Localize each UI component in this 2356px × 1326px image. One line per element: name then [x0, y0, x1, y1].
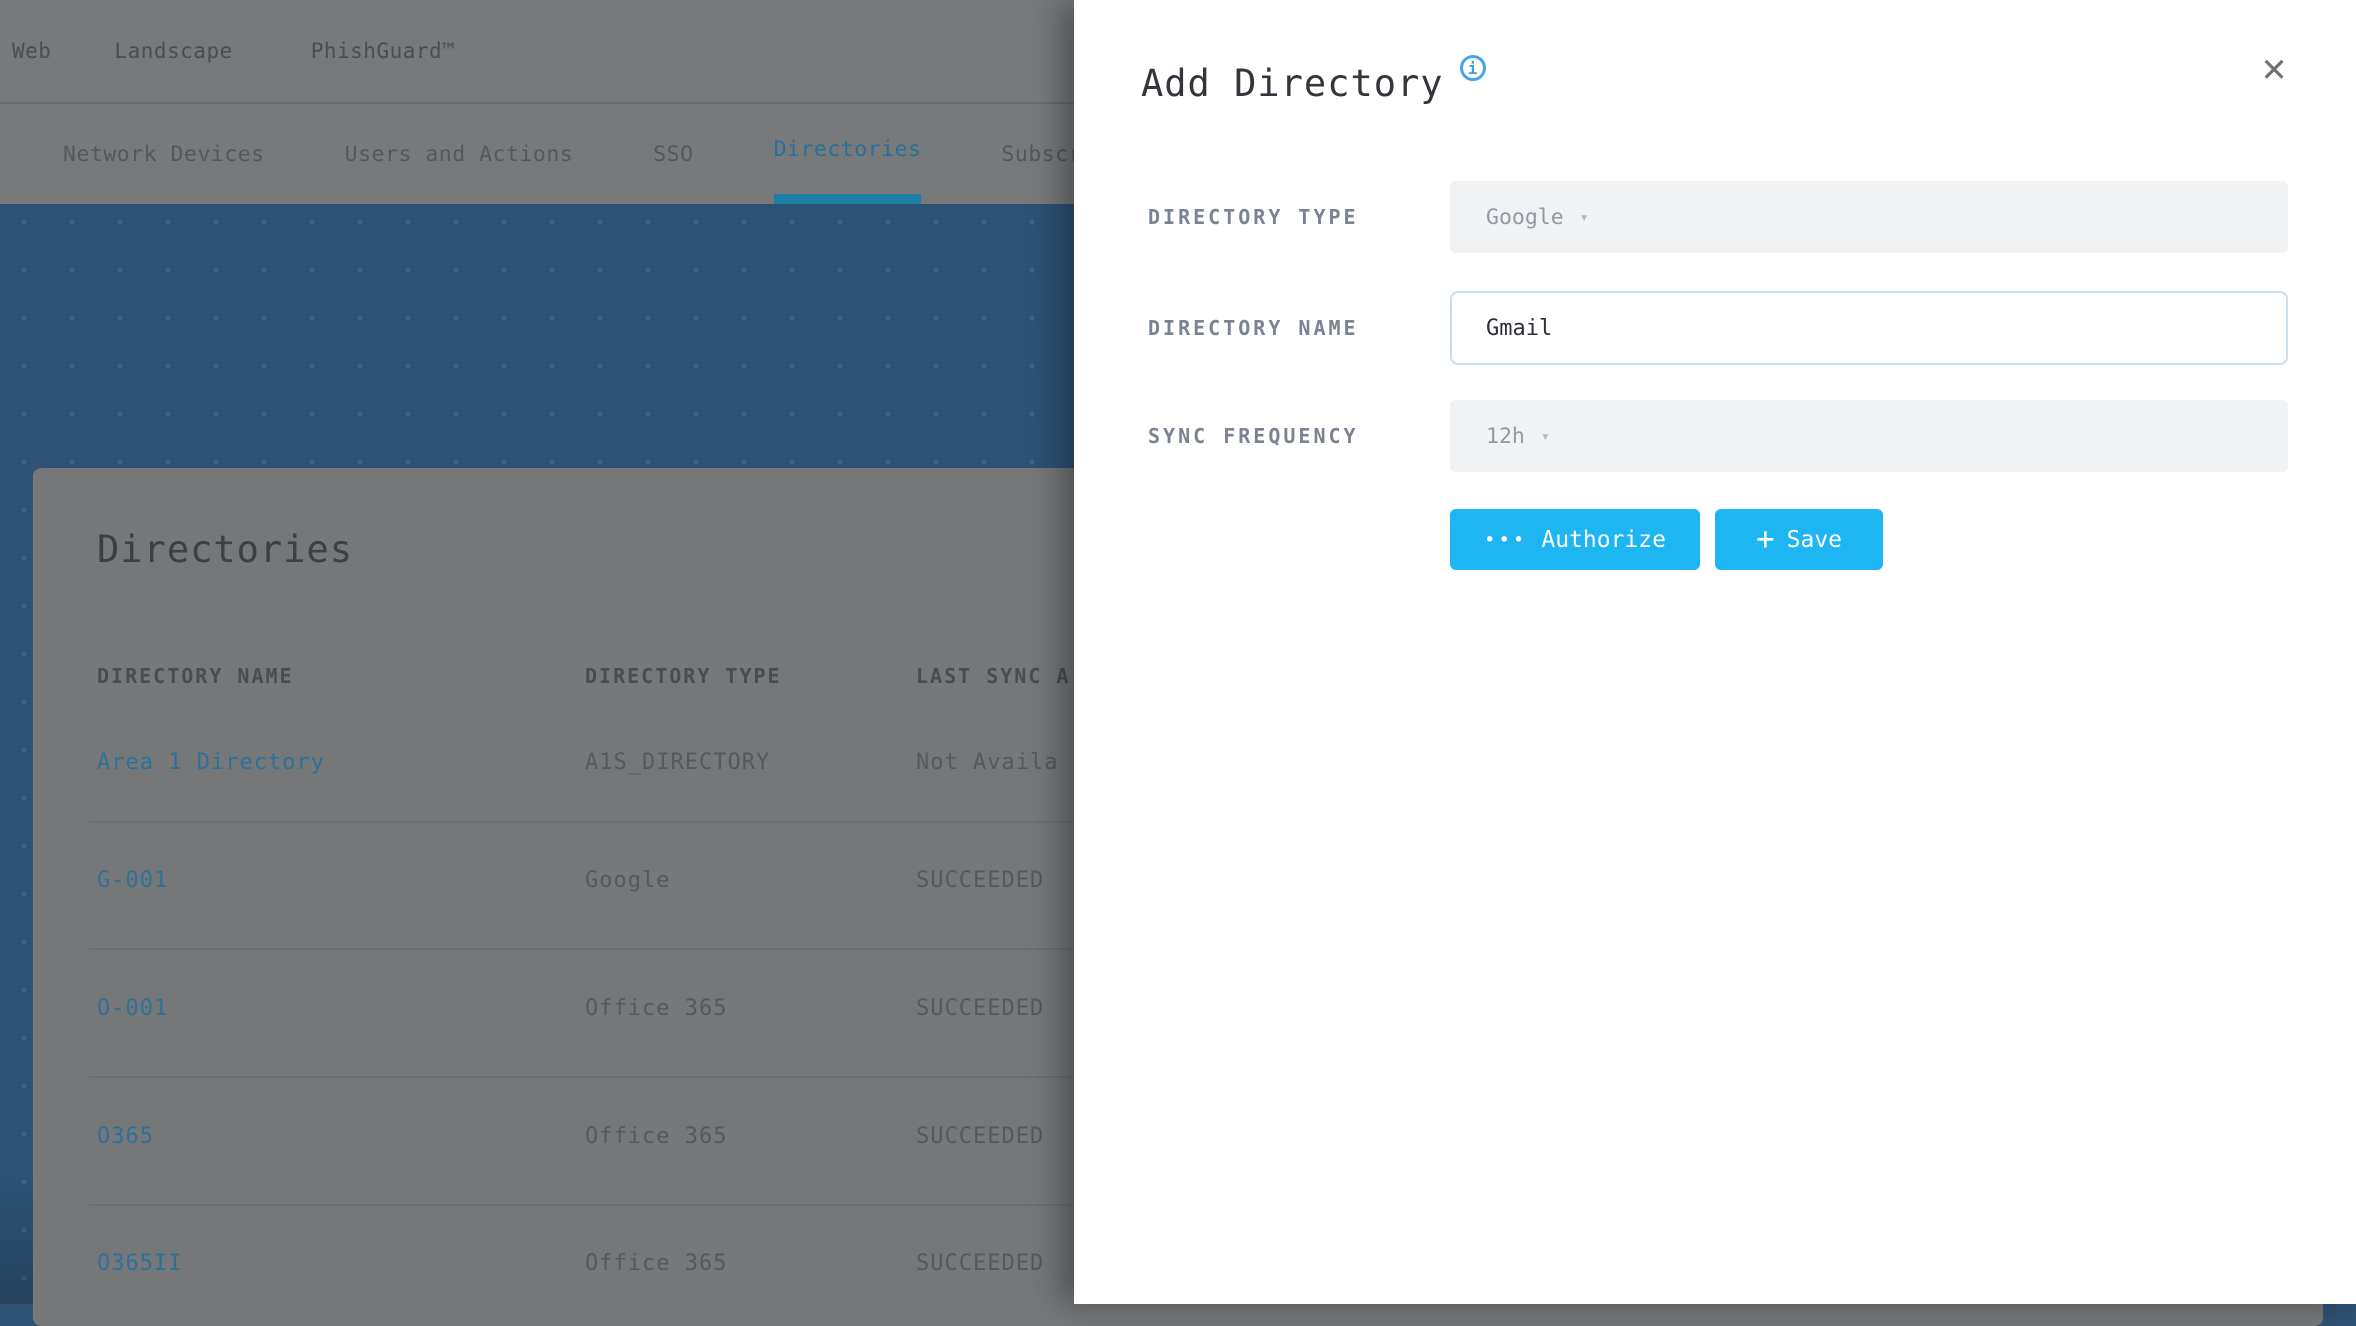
- directory-link[interactable]: G-001: [97, 868, 169, 893]
- directory-type-select[interactable]: Google ▾: [1450, 181, 2288, 253]
- panel-title: Add Directory: [1141, 62, 1444, 105]
- sync-status-cell: SUCCEEDED: [916, 868, 1045, 893]
- column-header-last-sync: LAST SYNC A: [916, 664, 1071, 688]
- sync-status-cell: SUCCEEDED: [916, 1124, 1045, 1149]
- directory-type-value: Google: [1486, 204, 1564, 230]
- tab-network-devices[interactable]: Network Devices: [63, 141, 265, 167]
- directory-link[interactable]: Area 1 Directory: [97, 750, 325, 775]
- directory-link[interactable]: O-001: [97, 996, 169, 1021]
- directory-type-row: DIRECTORY TYPE Google ▾: [1148, 181, 2288, 253]
- sync-frequency-row: SYNC FREQUENCY 12h ▾: [1148, 400, 2288, 472]
- directory-type-cell: A1S_DIRECTORY: [585, 750, 771, 775]
- sync-status-cell: SUCCEEDED: [916, 1251, 1045, 1276]
- column-header-directory-type: DIRECTORY TYPE: [585, 664, 782, 688]
- close-icon[interactable]: ✕: [2252, 46, 2296, 90]
- column-header-directory-name: DIRECTORY NAME: [97, 664, 294, 688]
- table-row: O365 Office 365 SUCCEEDED: [33, 1124, 2323, 1156]
- authorize-button-label: Authorize: [1541, 526, 1666, 553]
- sync-frequency-select[interactable]: 12h ▾: [1450, 400, 2288, 472]
- tab-directories[interactable]: Directories: [773, 104, 922, 204]
- directory-name-row: DIRECTORY NAME: [1148, 291, 2288, 365]
- info-icon[interactable]: i: [1459, 55, 1486, 81]
- panel-actions: ••• Authorize + Save: [1450, 509, 2288, 570]
- directory-type-cell: Office 365: [585, 996, 728, 1021]
- sync-status-cell: Not Availa: [916, 750, 1059, 775]
- authorize-button[interactable]: ••• Authorize: [1450, 509, 1700, 570]
- directory-link[interactable]: O365: [97, 1124, 154, 1149]
- tab-sso[interactable]: SSO: [653, 141, 694, 167]
- nav-phishguard[interactable]: PhishGuard™: [310, 39, 456, 63]
- directory-type-cell: Google: [585, 868, 671, 893]
- directory-name-label: DIRECTORY NAME: [1148, 316, 1359, 340]
- save-button[interactable]: + Save: [1715, 509, 1883, 570]
- table-row: O365II Office 365 SUCCEEDED: [33, 1251, 2323, 1283]
- directory-name-input[interactable]: [1450, 291, 2288, 365]
- sync-frequency-label: SYNC FREQUENCY: [1148, 424, 1359, 448]
- panel-title-row: Add Directory i: [1141, 55, 1486, 106]
- add-directory-form: DIRECTORY TYPE Google ▾ DIRECTORY NAME S…: [1148, 181, 2288, 570]
- plus-icon: +: [1755, 521, 1775, 557]
- directory-type-cell: Office 365: [585, 1251, 728, 1276]
- tab-users-and-actions[interactable]: Users and Actions: [344, 141, 574, 167]
- nav-web[interactable]: Web: [12, 39, 52, 63]
- save-button-label: Save: [1786, 526, 1843, 553]
- table-row: Area 1 Directory A1S_DIRECTORY Not Avail…: [33, 750, 2323, 782]
- table-header-row: DIRECTORY NAME DIRECTORY TYPE LAST SYNC …: [33, 664, 2323, 698]
- directory-link[interactable]: O365II: [97, 1251, 183, 1276]
- chevron-down-icon: ▾: [1579, 208, 1589, 226]
- table-row: O-001 Office 365 SUCCEEDED: [33, 996, 2323, 1028]
- page-title: Directories: [97, 528, 354, 571]
- directory-type-cell: Office 365: [585, 1124, 728, 1149]
- dots-icon: •••: [1484, 528, 1528, 551]
- sync-status-cell: SUCCEEDED: [916, 996, 1045, 1021]
- sync-frequency-value: 12h: [1486, 423, 1525, 449]
- chevron-down-icon: ▾: [1540, 427, 1550, 445]
- add-directory-panel: Add Directory i ✕ DIRECTORY TYPE Google …: [1074, 0, 2356, 1304]
- table-row: G-001 Google SUCCEEDED: [33, 868, 2323, 900]
- directory-type-label: DIRECTORY TYPE: [1148, 205, 1359, 229]
- nav-landscape[interactable]: Landscape: [114, 39, 233, 63]
